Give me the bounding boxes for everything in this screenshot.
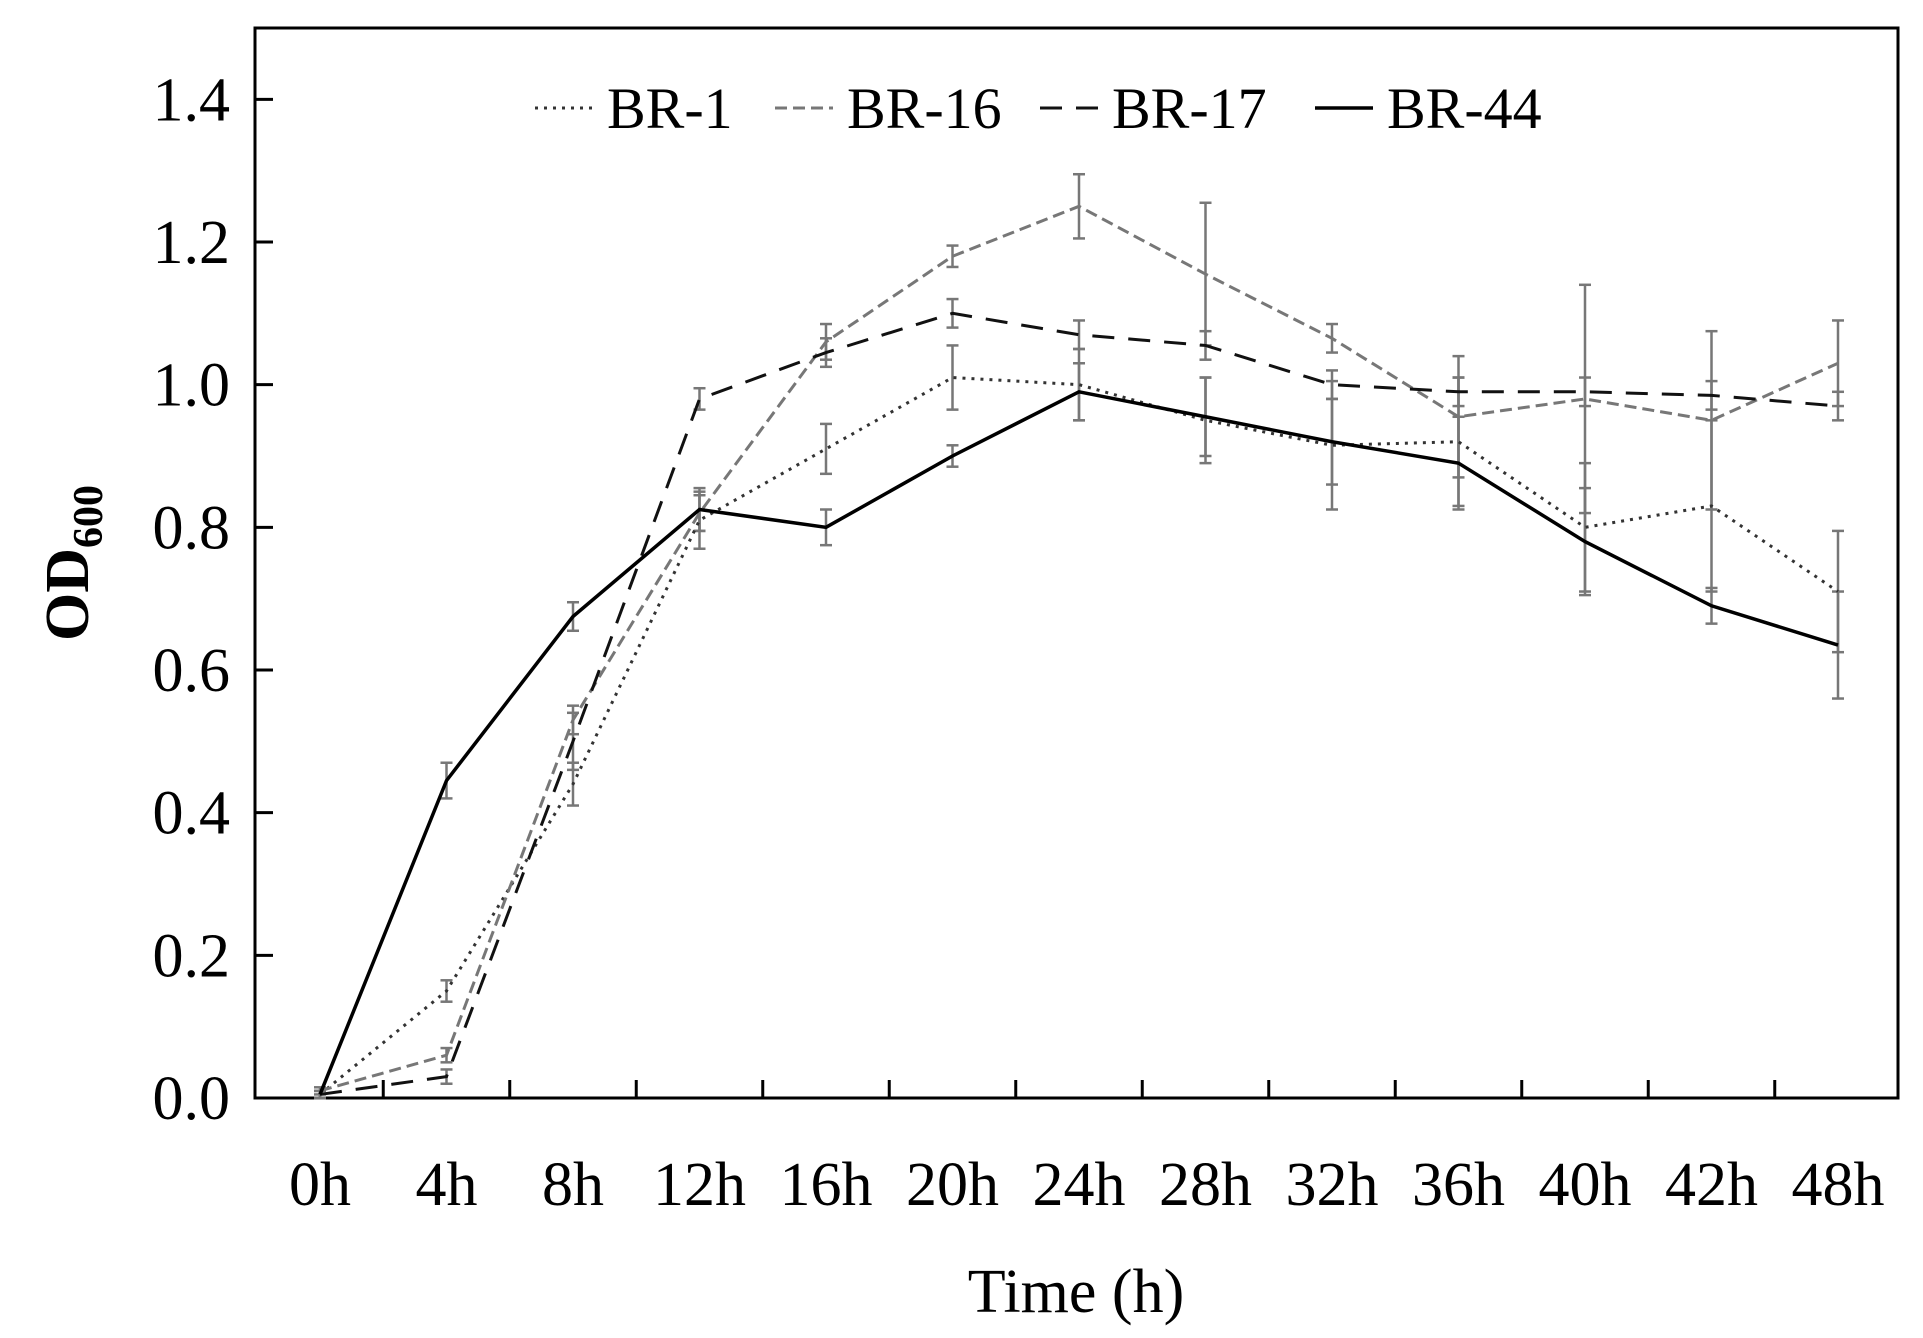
plot-frame: [253, 26, 1900, 1100]
error-bar: [1705, 329, 1718, 511]
x-tick-label: 20h: [906, 1151, 999, 1219]
legend-label: BR-1: [607, 76, 733, 141]
y-tick-label: 0.6: [153, 637, 231, 705]
x-tick-label: 36h: [1412, 1151, 1505, 1219]
legend-label: BR-16: [847, 76, 1002, 141]
legend-label: BR-44: [1387, 76, 1542, 141]
x-tick-label: 32h: [1286, 1151, 1379, 1219]
legend-item: BR-1: [535, 76, 733, 141]
x-tick-label: 28h: [1159, 1151, 1252, 1219]
y-tick-label: 0.0: [153, 1065, 231, 1133]
legend-item: BR-16: [775, 76, 1002, 141]
series-line-br-17: [319, 311, 1839, 1096]
x-tick-label: 42h: [1665, 1151, 1758, 1219]
x-tick-label: 24h: [1033, 1151, 1126, 1219]
y-axis-title-main: OD: [34, 548, 102, 641]
y-tick-label: 0.2: [153, 922, 231, 990]
legend: BR-1 BR-16 BR-17 BR-44: [535, 76, 1542, 141]
y-tick-label: 1.4: [153, 66, 231, 134]
x-tick-label: 48h: [1792, 1151, 1885, 1219]
legend-item: BR-17: [1040, 76, 1267, 141]
x-tick-label: 0h: [289, 1151, 351, 1219]
legend-label: BR-17: [1112, 76, 1267, 141]
y-tick-label: 0.4: [153, 780, 231, 848]
x-axis-ticks: 0h 4h 8h 12h 16h 20h 24h 28h 32h 36h 40h 42h 48h: [289, 1080, 1885, 1219]
x-tick-label: 8h: [542, 1151, 604, 1219]
x-tick-label: 12h: [653, 1151, 746, 1219]
x-tick-label: 40h: [1539, 1151, 1632, 1219]
series-lines: [318, 204, 1839, 1096]
error-bar: [946, 244, 959, 269]
error-bars: [314, 172, 1844, 1100]
legend-item: BR-44: [1315, 76, 1542, 141]
y-axis-title-subscript: 600: [66, 485, 112, 548]
y-tick-label: 0.8: [153, 494, 231, 562]
x-axis-title: Time (h): [968, 1258, 1184, 1326]
error-bar: [820, 422, 832, 476]
error-bar: [1579, 376, 1591, 408]
series-line-br-16: [319, 204, 1839, 1093]
error-bar: [1073, 319, 1085, 351]
x-tick-label: 16h: [780, 1151, 873, 1219]
x-tick-label: 4h: [416, 1151, 478, 1219]
error-bar: [946, 344, 959, 411]
series-line-br-44: [318, 389, 1839, 1096]
y-tick-label: 1.0: [153, 352, 231, 420]
y-axis-title: OD600: [34, 485, 112, 641]
error-bar: [1326, 369, 1338, 401]
error-bar: [1832, 390, 1844, 422]
y-tick-label: 1.2: [153, 209, 231, 277]
series-line-br-1: [319, 376, 1839, 1096]
y-axis-ticks: 0.0 0.2 0.4 0.6 0.8 1.0 1.2 1.4: [153, 66, 273, 1133]
